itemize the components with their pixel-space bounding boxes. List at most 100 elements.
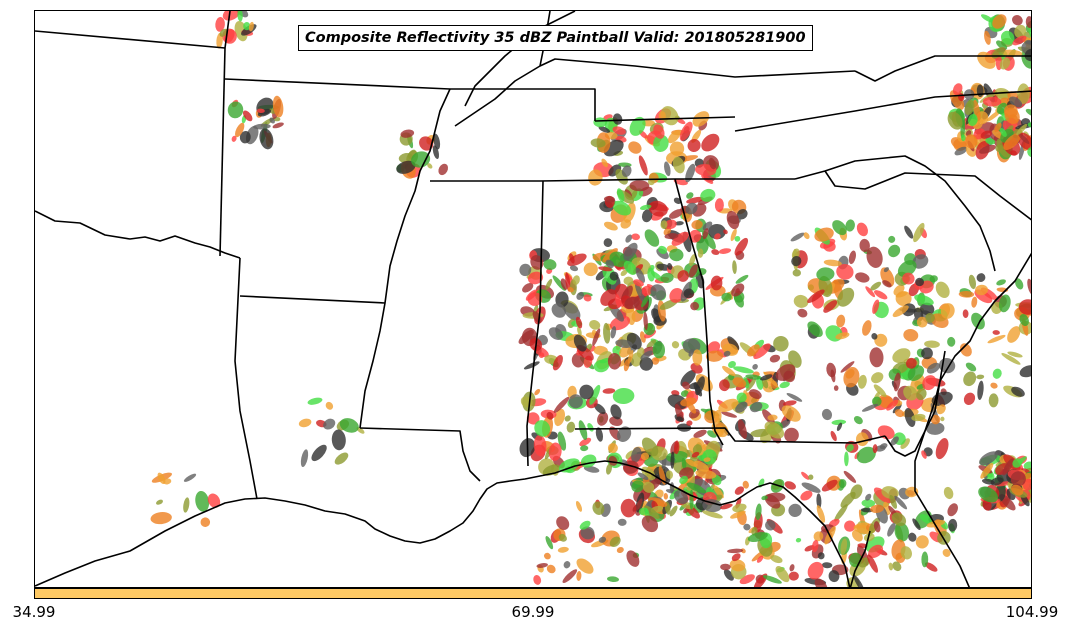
reflectivity-blob: [973, 99, 981, 121]
reflectivity-blob: [589, 384, 601, 405]
reflectivity-blob: [1007, 351, 1023, 358]
reflectivity-blob: [730, 228, 737, 242]
reflectivity-blob: [603, 322, 611, 344]
reflectivity-blob: [853, 575, 865, 587]
reflectivity-blob: [894, 522, 910, 542]
reflectivity-blob: [593, 359, 610, 373]
reflectivity-blob: [942, 548, 951, 557]
reflectivity-blob: [907, 365, 925, 381]
reflectivity-blob: [968, 274, 977, 290]
reflectivity-blob: [979, 451, 998, 466]
reflectivity-blob: [610, 404, 622, 420]
reflectivity-blob: [775, 566, 790, 583]
reflectivity-blob: [669, 505, 678, 517]
reflectivity-blob: [921, 551, 929, 568]
reflectivity-blob: [701, 133, 720, 152]
reflectivity-blob: [686, 482, 706, 494]
reflectivity-blob: [242, 110, 253, 122]
reflectivity-blob: [1016, 123, 1028, 136]
reflectivity-blob: [832, 220, 847, 236]
reflectivity-blob: [702, 228, 709, 240]
reflectivity-blob: [1001, 49, 1023, 57]
reflectivity-blob: [873, 521, 881, 533]
reflectivity-blob: [871, 372, 884, 384]
reflectivity-blob: [609, 251, 628, 268]
reflectivity-blob: [635, 283, 646, 304]
reflectivity-blob: [807, 289, 825, 304]
reflectivity-blob: [889, 494, 897, 509]
reflectivity-blob: [248, 21, 254, 32]
reflectivity-blob: [750, 401, 763, 413]
reflectivity-blob: [940, 303, 955, 319]
reflectivity-blob: [578, 420, 588, 440]
gulf-coastline: [35, 460, 851, 587]
reflectivity-blob: [626, 550, 640, 567]
reflectivity-blob: [1019, 365, 1031, 378]
reflectivity-blob: [790, 232, 805, 242]
reflectivity-blob: [835, 332, 850, 340]
reflectivity-blob: [856, 222, 868, 237]
reflectivity-blob: [906, 357, 917, 369]
reflectivity-blob: [964, 99, 975, 116]
reflectivity-blob: [433, 133, 441, 150]
reflectivity-blob: [929, 275, 938, 283]
reflectivity-blob: [598, 266, 613, 272]
state-borders: [35, 11, 1031, 587]
border-ga-sc: [794, 155, 996, 272]
reflectivity-blob: [625, 234, 633, 243]
reflectivity-blob: [786, 393, 803, 402]
reflectivity-blob: [916, 316, 928, 328]
reflectivity-blob: [1025, 108, 1031, 117]
reflectivity-blob: [958, 290, 975, 298]
reflectivity-blob: [1017, 83, 1030, 104]
texas-coast-north: [35, 210, 241, 259]
reflectivity-blob: [710, 275, 723, 291]
reflectivity-blob: [298, 418, 312, 428]
reflectivity-blob: [760, 374, 773, 381]
reflectivity-blob: [855, 272, 870, 283]
reflectivity-blob: [980, 130, 992, 139]
border-ar-west: [219, 47, 226, 257]
reflectivity-blob: [259, 128, 274, 150]
reflectivity-blob: [718, 379, 730, 392]
reflectivity-blob: [714, 409, 722, 423]
border-ky: [454, 58, 856, 127]
border-ar-north: [224, 78, 451, 90]
reflectivity-blob: [583, 294, 592, 302]
reflectivity-blob: [836, 314, 846, 328]
reflectivity-blob: [963, 371, 977, 387]
border-ok-north: [35, 30, 226, 49]
reflectivity-blob: [723, 569, 734, 581]
reflectivity-blob: [873, 487, 892, 504]
reflectivity-blob: [331, 429, 346, 451]
reflectivity-blob: [530, 255, 544, 270]
border-la-ms-south: [359, 427, 481, 482]
reflectivity-blob: [1018, 133, 1030, 144]
reflectivity-blob: [797, 308, 808, 318]
reflectivity-blob: [1012, 15, 1023, 26]
reflectivity-blob: [663, 493, 669, 500]
reflectivity-blob: [1024, 48, 1031, 62]
reflectivity-blob: [419, 136, 434, 151]
border-nc-sc: [824, 170, 1031, 221]
border-wv-va: [854, 55, 1031, 82]
reflectivity-blob: [163, 478, 172, 485]
reflectivity-blob: [888, 562, 894, 571]
reflectivity-blob: [680, 390, 689, 397]
reflectivity-blob: [617, 518, 627, 526]
reflectivity-blob: [685, 202, 698, 215]
reflectivity-blob: [400, 129, 415, 138]
border-tn-south: [430, 178, 795, 182]
reflectivity-blob: [598, 126, 611, 133]
reflectivity-blob: [697, 248, 704, 258]
reflectivity-blob: [1021, 40, 1031, 55]
reflectivity-blob: [631, 447, 642, 463]
reflectivity-blob: [1000, 30, 1015, 45]
reflectivity-blob: [629, 180, 650, 192]
reflectivity-blob: [641, 515, 659, 533]
reflectivity-blob: [231, 135, 237, 142]
reflectivity-blob: [269, 117, 275, 124]
reflectivity-blob: [674, 221, 684, 226]
reflectivity-blob: [647, 267, 655, 282]
reflectivity-blob: [518, 329, 534, 345]
